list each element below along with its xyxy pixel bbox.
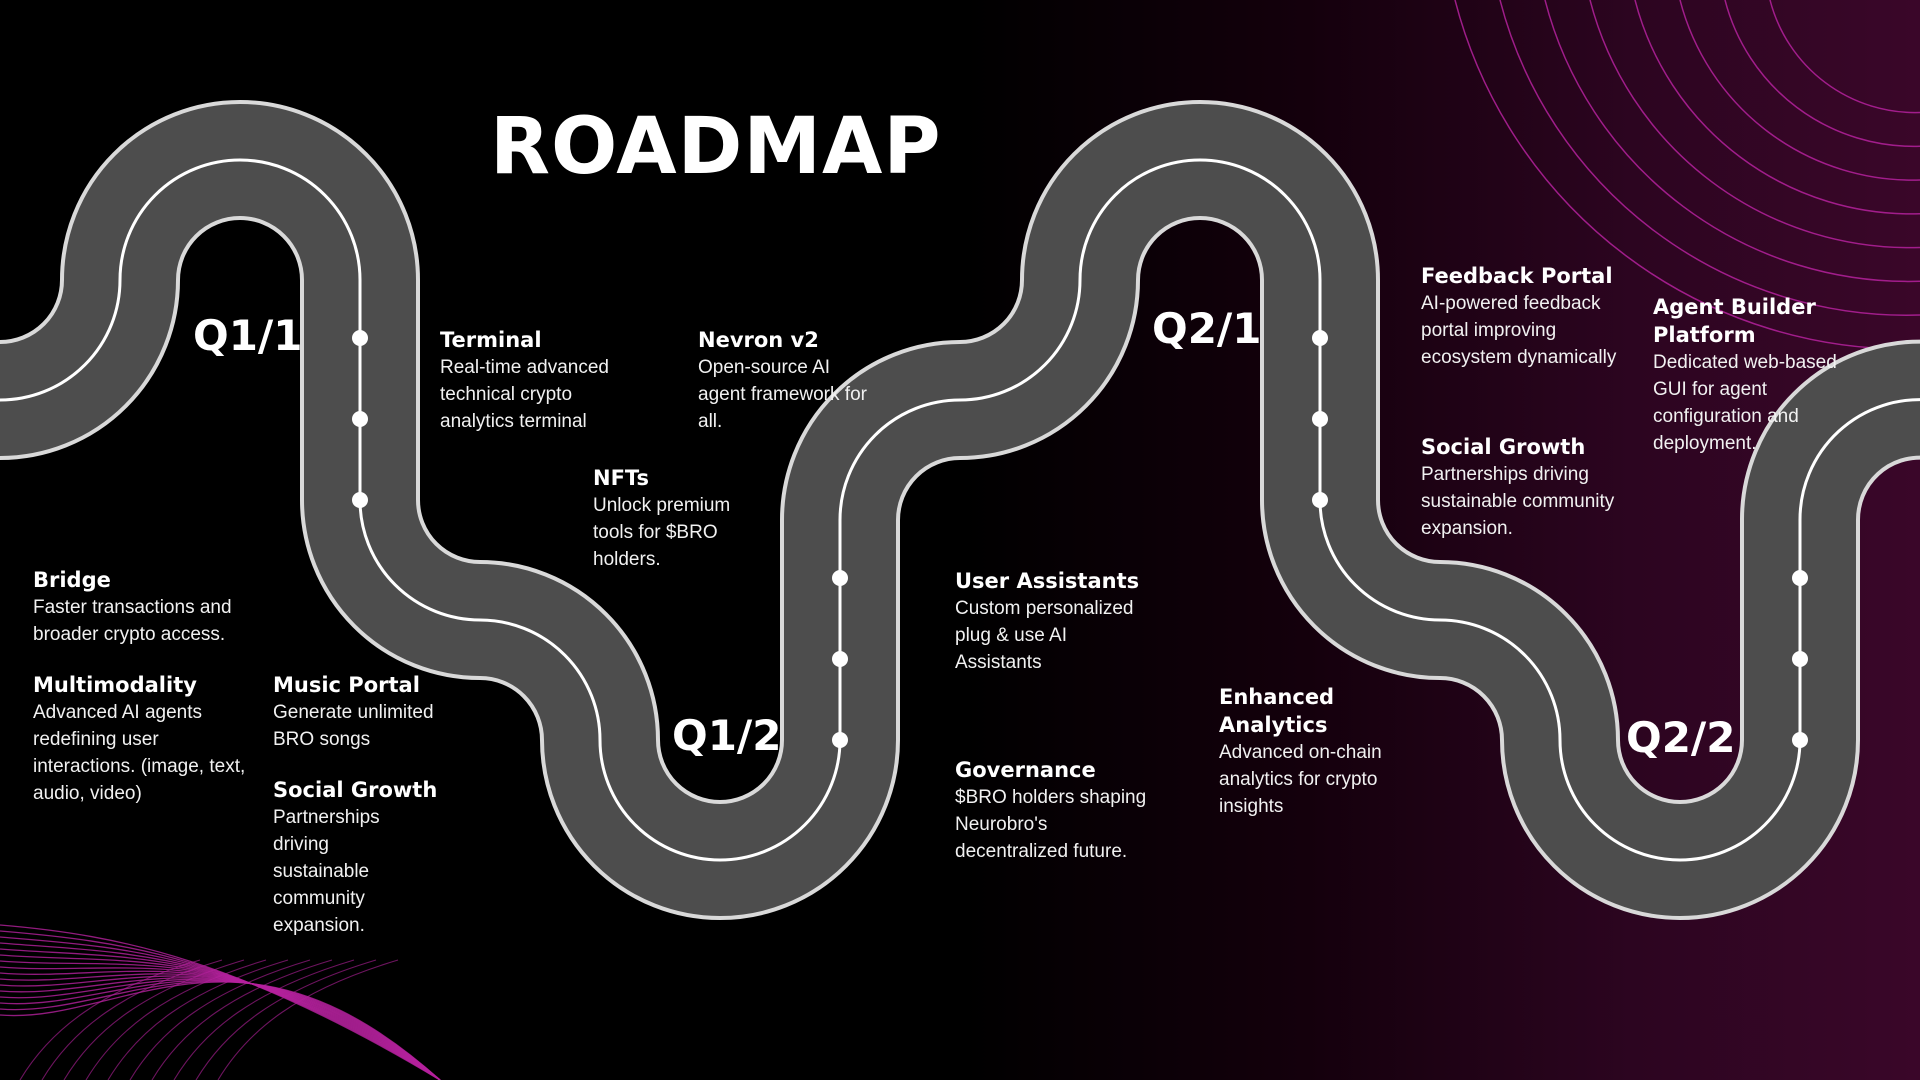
milestone-dot — [352, 411, 368, 427]
decorative-wave — [195, 959, 377, 1080]
decorative-wave — [0, 975, 441, 1080]
decorative-arc — [1589, 0, 1920, 249]
milestone-dot — [1312, 411, 1328, 427]
item-title: Bridge — [33, 568, 111, 592]
decorative-wave — [151, 959, 333, 1080]
item-title: Multimodality — [33, 673, 197, 697]
item-feedback-portal: Feedback Portal AI-powered feedback port… — [1421, 262, 1636, 371]
decorative-wave — [0, 948, 441, 1080]
decorative-wave — [0, 936, 441, 1080]
decorative-wave — [0, 977, 441, 1080]
item-agent-builder: Agent Builder Platform Dedicated web-bas… — [1653, 293, 1843, 457]
item-title: Governance — [955, 758, 1096, 782]
milestone-dot — [832, 732, 848, 748]
milestone-dot — [1792, 570, 1808, 586]
decorative-wave — [0, 973, 441, 1080]
decorative-wave — [129, 959, 311, 1080]
item-description: Generate unlimited BRO songs — [273, 702, 434, 750]
item-title: Social Growth — [273, 778, 438, 802]
road-path — [0, 100, 1920, 920]
item-terminal: Terminal Real-time advanced technical cr… — [440, 326, 640, 435]
milestone-dot — [1792, 651, 1808, 667]
item-description: Advanced AI agents redefining user inter… — [33, 702, 246, 804]
item-social-growth-q1: Social Growth Partnerships driving susta… — [273, 776, 448, 939]
decorative-wave — [63, 959, 245, 1080]
quarter-label-q2-2: Q2/2 — [1626, 713, 1736, 762]
item-description: Real-time advanced technical crypto anal… — [440, 357, 609, 432]
item-nfts: NFTs Unlock premium tools for $BRO holde… — [593, 464, 753, 573]
decorative-wave — [41, 959, 223, 1080]
item-title: Terminal — [440, 328, 542, 352]
quarter-label-q1-1: Q1/1 — [193, 311, 303, 360]
item-multimodality: Multimodality Advanced AI agents redefin… — [33, 671, 248, 807]
item-nevron: Nevron v2 Open-source AI agent framework… — [698, 326, 868, 435]
decorative-wave — [85, 959, 267, 1080]
decorative-wave — [0, 942, 441, 1080]
decorative-arc — [1634, 0, 1920, 215]
item-description: $BRO holders shaping Neurobro's decentra… — [955, 787, 1147, 862]
decorative-arc — [1454, 0, 1920, 350]
decorative-wave — [0, 966, 441, 1080]
milestone-dot — [352, 492, 368, 508]
item-description: Dedicated web-based GUI for agent config… — [1653, 352, 1837, 454]
milestone-dot — [1312, 330, 1328, 346]
item-governance: Governance $BRO holders shaping Neurobro… — [955, 756, 1155, 865]
item-title: NFTs — [593, 466, 649, 490]
milestone-dot — [1792, 732, 1808, 748]
decorative-wave — [173, 959, 355, 1080]
decorative-wave — [0, 924, 441, 1080]
item-description: AI-powered feedback portal improving eco… — [1421, 293, 1617, 368]
item-title: Feedback Portal — [1421, 264, 1613, 288]
quarter-label-q2-1: Q2/1 — [1152, 304, 1262, 353]
decorative-arc — [1544, 0, 1920, 283]
item-enhanced-analytics: Enhanced Analytics Advanced on-chain ana… — [1219, 683, 1409, 820]
decorative-wave — [0, 954, 441, 1080]
item-bridge: Bridge Faster transactions and broader c… — [33, 566, 248, 648]
page-title: ROADMAP — [490, 102, 942, 192]
quarter-label-q1-2: Q1/2 — [672, 711, 782, 760]
item-title: Agent Builder Platform — [1653, 295, 1816, 347]
item-user-assistants: User Assistants Custom personalized plug… — [955, 567, 1140, 676]
item-description: Unlock premium tools for $BRO holders. — [593, 495, 731, 570]
item-description: Partnerships driving sustainable communi… — [1421, 464, 1615, 539]
item-title: Music Portal — [273, 673, 420, 697]
decorative-arc — [1499, 0, 1920, 316]
item-description: Faster transactions and broader crypto a… — [33, 597, 232, 645]
item-title: User Assistants — [955, 569, 1140, 593]
decorative-wave — [0, 970, 441, 1080]
milestone-dot — [1312, 492, 1328, 508]
item-description: Open-source AI agent framework for all. — [698, 357, 867, 432]
item-description: Custom personalized plug & use AI Assist… — [955, 598, 1134, 673]
milestone-dot — [832, 570, 848, 586]
item-social-growth-q2: Social Growth Partnerships driving susta… — [1421, 433, 1636, 542]
decorative-arc — [1724, 0, 1920, 148]
decorative-arc — [1679, 0, 1920, 181]
milestone-dot — [352, 330, 368, 346]
road-center-line — [0, 158, 1920, 862]
decorative-wave — [217, 959, 399, 1080]
decorative-wave — [0, 981, 441, 1080]
item-music-portal: Music Portal Generate unlimited BRO song… — [273, 671, 448, 753]
item-description: Partnerships driving sustainable communi… — [273, 807, 380, 936]
decorative-wave — [0, 980, 441, 1080]
milestone-dots — [352, 330, 1808, 748]
item-title: Nevron v2 — [698, 328, 819, 352]
item-title: Enhanced Analytics — [1219, 685, 1335, 737]
milestone-dot — [832, 651, 848, 667]
item-description: Advanced on-chain analytics for crypto i… — [1219, 742, 1382, 817]
item-title: Social Growth — [1421, 435, 1586, 459]
decorative-arc — [1769, 0, 1920, 114]
decorative-wave — [0, 979, 441, 1080]
decorative-wave — [107, 959, 289, 1080]
decorative-wave — [19, 959, 201, 1080]
